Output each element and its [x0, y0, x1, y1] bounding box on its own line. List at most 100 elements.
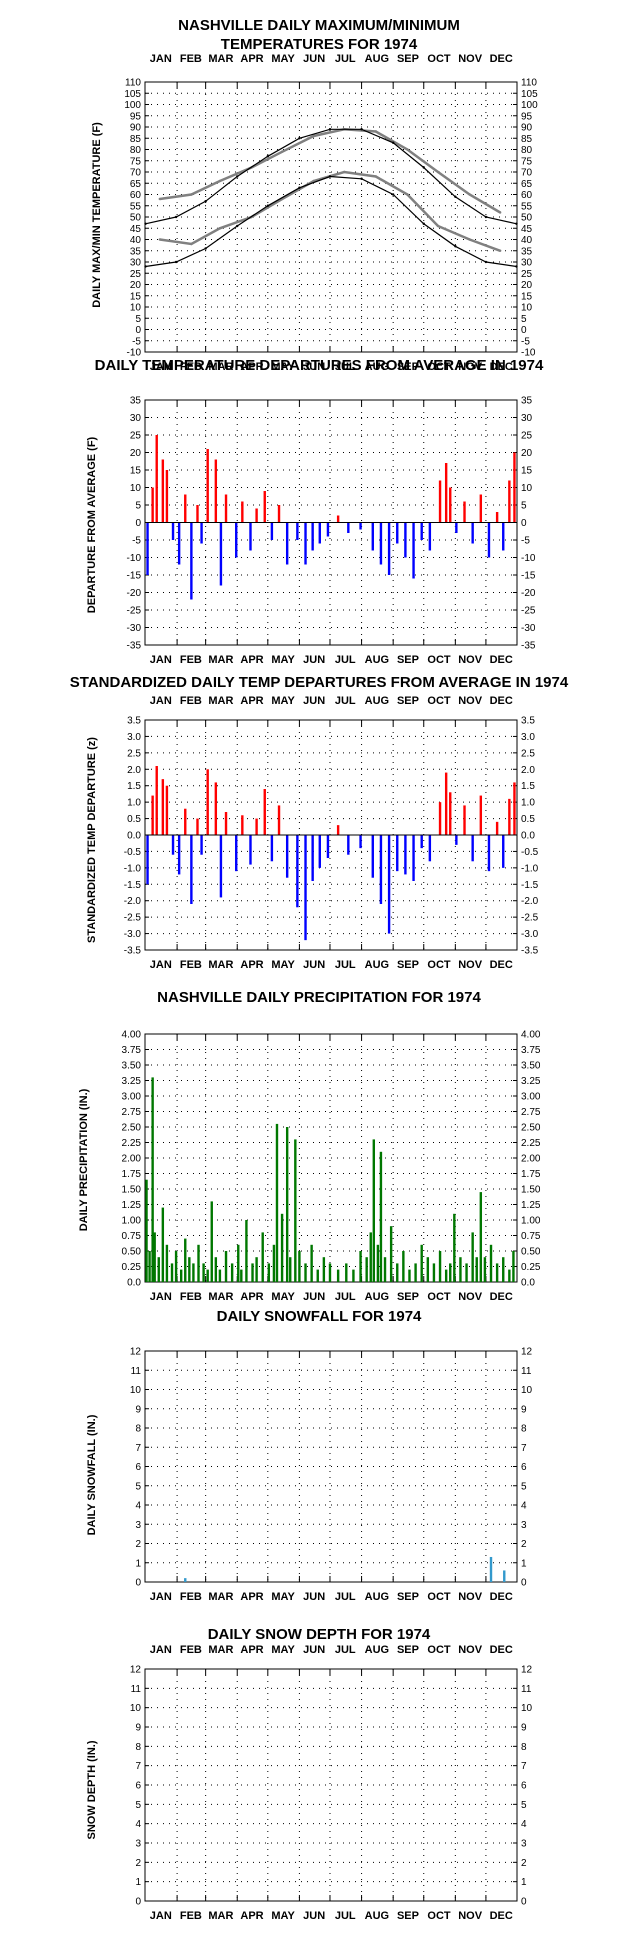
y-tick-label-right: 45 [521, 224, 533, 235]
panel-departures: DAILY TEMPERATURE DEPARTURES FROM AVERAG… [86, 357, 544, 666]
data-bar [214, 782, 218, 835]
y-tick-label-right: -35 [521, 641, 536, 652]
x-tick-label-top: JAN [150, 53, 172, 65]
x-tick-label-bottom: FEB [180, 959, 202, 971]
y-tick-label-right: 105 [521, 89, 538, 100]
y-tick-label-left: 65 [130, 179, 142, 190]
data-bar [200, 835, 203, 855]
data-bar [318, 522, 321, 544]
data-bar [428, 835, 432, 862]
data-bar [318, 835, 321, 868]
y-tick-label-right: 30 [521, 258, 533, 269]
y-tick-label-right: 3.75 [521, 1045, 541, 1056]
data-bar [479, 795, 483, 835]
data-bar [475, 1257, 478, 1282]
data-bar [449, 487, 452, 523]
y-tick-label-left: 4 [135, 1819, 141, 1830]
x-tick-label-bottom: JAN [150, 1291, 172, 1303]
y-tick-label-left: 12 [130, 1665, 142, 1676]
data-bar [502, 522, 505, 551]
y-tick-label-left: 5 [135, 1481, 141, 1492]
data-bar [479, 494, 483, 523]
data-bar [214, 1257, 218, 1282]
data-bar [218, 1269, 222, 1282]
y-tick-label-left: -10 [127, 348, 142, 359]
x-tick-label-bottom: OCT [427, 959, 451, 971]
x-tick-label-top: SEP [397, 695, 419, 707]
y-axis-label: DAILY MAX/MIN TEMPERATURE (F) [91, 122, 103, 308]
x-tick-label-bottom: FEB [180, 1910, 202, 1922]
data-point [406, 193, 409, 196]
y-tick-label-right: 0.75 [521, 1231, 541, 1242]
data-bar [414, 1263, 417, 1282]
data-point [298, 186, 301, 189]
data-bar [310, 1244, 313, 1282]
y-tick-label-left: 25 [130, 269, 142, 280]
y-tick-label-left: 1.25 [122, 1200, 142, 1211]
y-tick-label-left: 10 [130, 303, 142, 314]
x-tick-label-bottom: JAN [150, 959, 172, 971]
x-tick-label-bottom: JAN [150, 1591, 172, 1603]
y-tick-label-right: 9 [521, 1404, 527, 1415]
x-tick-label-top: JAN [150, 1644, 172, 1656]
data-bar [151, 487, 154, 523]
x-tick-label-bottom: NOV [458, 361, 483, 373]
y-tick-label-right: 3 [521, 1839, 527, 1850]
data-bar [188, 1257, 191, 1282]
data-point [204, 247, 207, 250]
data-bar [502, 1257, 505, 1282]
y-tick-label-right: -15 [521, 571, 536, 582]
data-bar [219, 835, 223, 898]
data-point [218, 179, 222, 183]
data-bar [184, 1578, 187, 1582]
data-bar [322, 1257, 326, 1282]
y-tick-label-right: 2.00 [521, 1154, 541, 1165]
x-tick-label-top: FEB [180, 1644, 202, 1656]
x-tick-label-top: JAN [150, 695, 172, 707]
x-tick-label-top: APR [240, 695, 263, 707]
y-tick-label-right: 6 [521, 1462, 527, 1473]
x-tick-label-bottom: MAR [208, 959, 233, 971]
y-tick-label-left: 15 [130, 291, 142, 302]
data-point [484, 260, 488, 264]
data-bar [219, 522, 223, 586]
x-tick-label-top: MAY [271, 53, 295, 65]
data-bar [495, 1263, 499, 1282]
y-tick-label-right: 1.50 [521, 1185, 541, 1196]
y-tick-label-left: -30 [127, 623, 142, 634]
data-point [204, 200, 207, 203]
y-tick-label-left: 1 [135, 1877, 141, 1888]
x-tick-label-bottom: JUL [335, 1910, 356, 1922]
y-tick-label-left: -1.0 [124, 863, 142, 874]
data-point [391, 141, 395, 144]
y-tick-label-left: 105 [124, 89, 141, 100]
x-tick-label-bottom: AUG [365, 361, 389, 373]
data-bar [365, 1257, 368, 1282]
y-tick-label-left: 20 [130, 448, 142, 459]
x-tick-label-bottom: JUL [335, 1291, 356, 1303]
x-tick-label-bottom: JAN [150, 361, 172, 373]
y-tick-label-right: 25 [521, 431, 533, 442]
chart-title: DAILY SNOWFALL FOR 1974 [217, 1308, 422, 1325]
y-tick-label-right: -3.0 [521, 929, 539, 940]
chart-title-line2: TEMPERATURES FOR 1974 [221, 36, 418, 53]
data-bar [387, 522, 391, 575]
y-tick-label-left: 25 [130, 431, 142, 442]
y-tick-label-left: 4.00 [122, 1030, 142, 1041]
y-tick-label-left: 0.0 [127, 1278, 141, 1289]
data-bar [285, 835, 289, 878]
y-tick-label-left: 4 [135, 1501, 141, 1512]
data-bar [420, 1244, 423, 1282]
data-bar [316, 1269, 319, 1282]
y-tick-label-right: 20 [521, 280, 533, 291]
y-tick-label-right: 2.50 [521, 1123, 541, 1134]
x-tick-label-bottom: MAY [271, 361, 295, 373]
x-tick-label-top: MAY [271, 1644, 295, 1656]
data-bar [487, 835, 491, 872]
data-bar [508, 480, 511, 523]
y-tick-label-right: -1.5 [521, 880, 539, 891]
y-tick-label-left: 2.50 [122, 1123, 142, 1134]
y-tick-label-right: 5 [521, 314, 527, 325]
data-bar [171, 522, 175, 540]
y-tick-label-left: 2.75 [122, 1107, 142, 1118]
